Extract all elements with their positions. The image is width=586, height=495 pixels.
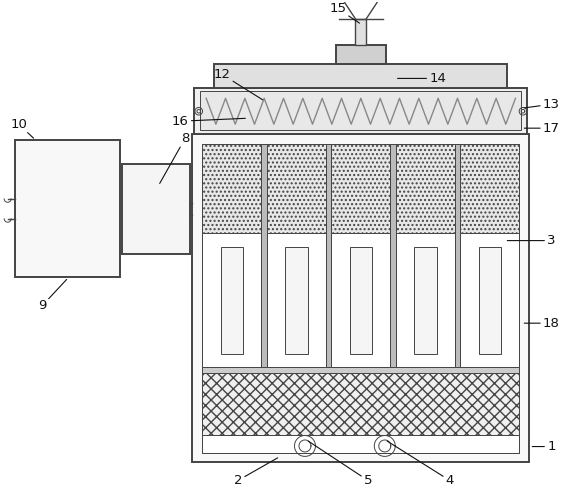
Bar <box>202 373 519 435</box>
Text: 1: 1 <box>532 440 556 453</box>
Bar <box>202 435 519 452</box>
Text: 12: 12 <box>214 68 263 100</box>
Bar <box>396 144 455 234</box>
Text: 10: 10 <box>10 118 33 138</box>
Text: 15: 15 <box>329 2 360 23</box>
Text: 5: 5 <box>308 441 372 487</box>
Bar <box>202 144 261 234</box>
Bar <box>214 64 507 89</box>
Text: 13: 13 <box>524 98 560 111</box>
Bar <box>461 144 519 234</box>
Bar <box>267 234 326 367</box>
Text: 9: 9 <box>39 280 67 312</box>
Bar <box>194 89 527 134</box>
Bar <box>285 247 308 354</box>
Text: 17: 17 <box>524 122 560 135</box>
Bar <box>202 367 519 373</box>
Bar <box>414 247 437 354</box>
Bar <box>331 234 390 367</box>
Bar <box>202 144 519 452</box>
Text: 3: 3 <box>507 234 556 247</box>
Bar <box>200 92 522 130</box>
Text: 16: 16 <box>172 115 246 128</box>
Text: 2: 2 <box>234 458 278 487</box>
Text: 8: 8 <box>160 132 189 184</box>
Bar <box>192 134 529 462</box>
Bar <box>350 247 372 354</box>
Bar <box>15 140 120 277</box>
Text: 18: 18 <box>524 317 560 330</box>
Bar <box>267 144 326 234</box>
Text: 14: 14 <box>397 72 446 85</box>
Bar <box>336 45 386 64</box>
Bar <box>326 144 331 367</box>
Bar <box>122 164 190 253</box>
Bar <box>396 234 455 367</box>
Bar <box>455 144 461 367</box>
Bar <box>331 144 390 234</box>
Bar <box>479 247 501 354</box>
Bar <box>261 144 267 367</box>
Bar <box>220 247 243 354</box>
Bar <box>390 144 396 367</box>
Bar <box>355 19 366 45</box>
Text: 4: 4 <box>387 441 454 487</box>
Bar <box>202 234 261 367</box>
Bar <box>461 234 519 367</box>
